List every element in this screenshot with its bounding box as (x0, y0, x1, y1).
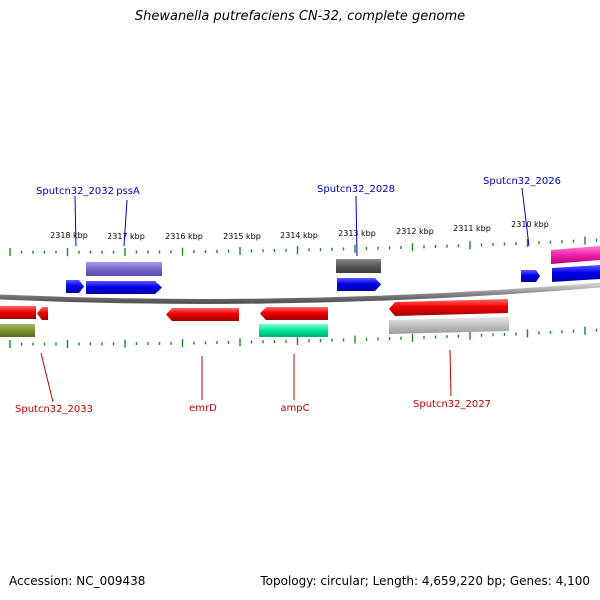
genome-title: Shewanella putrefaciens CN-32, complete … (134, 9, 466, 24)
gene-arrow-sputcn32-2033 (0, 306, 36, 319)
ruler-label-2318: 2318 kbp (50, 231, 88, 240)
forward-leaders (74, 187, 530, 257)
ruler-label-2312: 2312 kbp (396, 227, 434, 236)
genome-backbone (0, 282, 600, 304)
ruler-label-2310: 2310 kbp (511, 220, 549, 229)
gene-arrow-sputcn32-2034 (37, 307, 48, 320)
accession-text: Accession: NC_009438 (9, 574, 146, 588)
gene-label-emrd: emrD (189, 403, 217, 414)
gene-arrow-ampc (260, 307, 328, 320)
ruler-label-2314: 2314 kbp (280, 231, 318, 240)
cog-block-sputcn32-2026 (551, 246, 600, 264)
gene-arrow-sputcn32-2028 (337, 278, 381, 291)
reverse-leaders (40, 349, 452, 403)
gene-label-sputcn32-2028: Sputcn32_2028 (317, 184, 395, 195)
cog-block-sputcn32-2033 (0, 324, 35, 337)
gene-label-sputcn32-2027: Sputcn32_2027 (413, 399, 491, 410)
gene-label-sputcn32-2026: Sputcn32_2026 (483, 176, 561, 187)
cog-block-sputcn32-2027 (389, 317, 509, 334)
gene-arrow-sputcn32-2032 (66, 280, 84, 293)
gene-label-pssa: pssA (116, 186, 140, 197)
gene-label-ampc: ampC (280, 403, 309, 414)
ruler-label-2316: 2316 kbp (165, 232, 203, 241)
gene-arrow-sputcn32-2026 (552, 265, 600, 282)
gene-arrow-sputcn32-2029 (521, 270, 540, 282)
ruler-ticks-bottom (9, 326, 598, 348)
ruler-label-2317: 2317 kbp (107, 232, 145, 241)
cog-block-ampc (259, 324, 328, 337)
cog-block-pssa (86, 262, 162, 276)
gene-label-sputcn32-2032: Sputcn32_2032 (36, 186, 114, 197)
gene-arrow-pssa (86, 281, 162, 294)
cog-block-sputcn32-2028 (336, 259, 381, 273)
ruler-ticks-top (9, 236, 598, 257)
ruler-label-2311: 2311 kbp (453, 224, 491, 233)
gene-label-sputcn32-2033: Sputcn32_2033 (15, 404, 93, 415)
gene-arrow-sputcn32-2027 (389, 299, 508, 316)
ruler-label-2315: 2315 kbp (223, 232, 261, 241)
gene-arrow-emrd (166, 308, 239, 321)
topology-summary: Topology: circular; Length: 4,659,220 bp… (260, 574, 590, 588)
